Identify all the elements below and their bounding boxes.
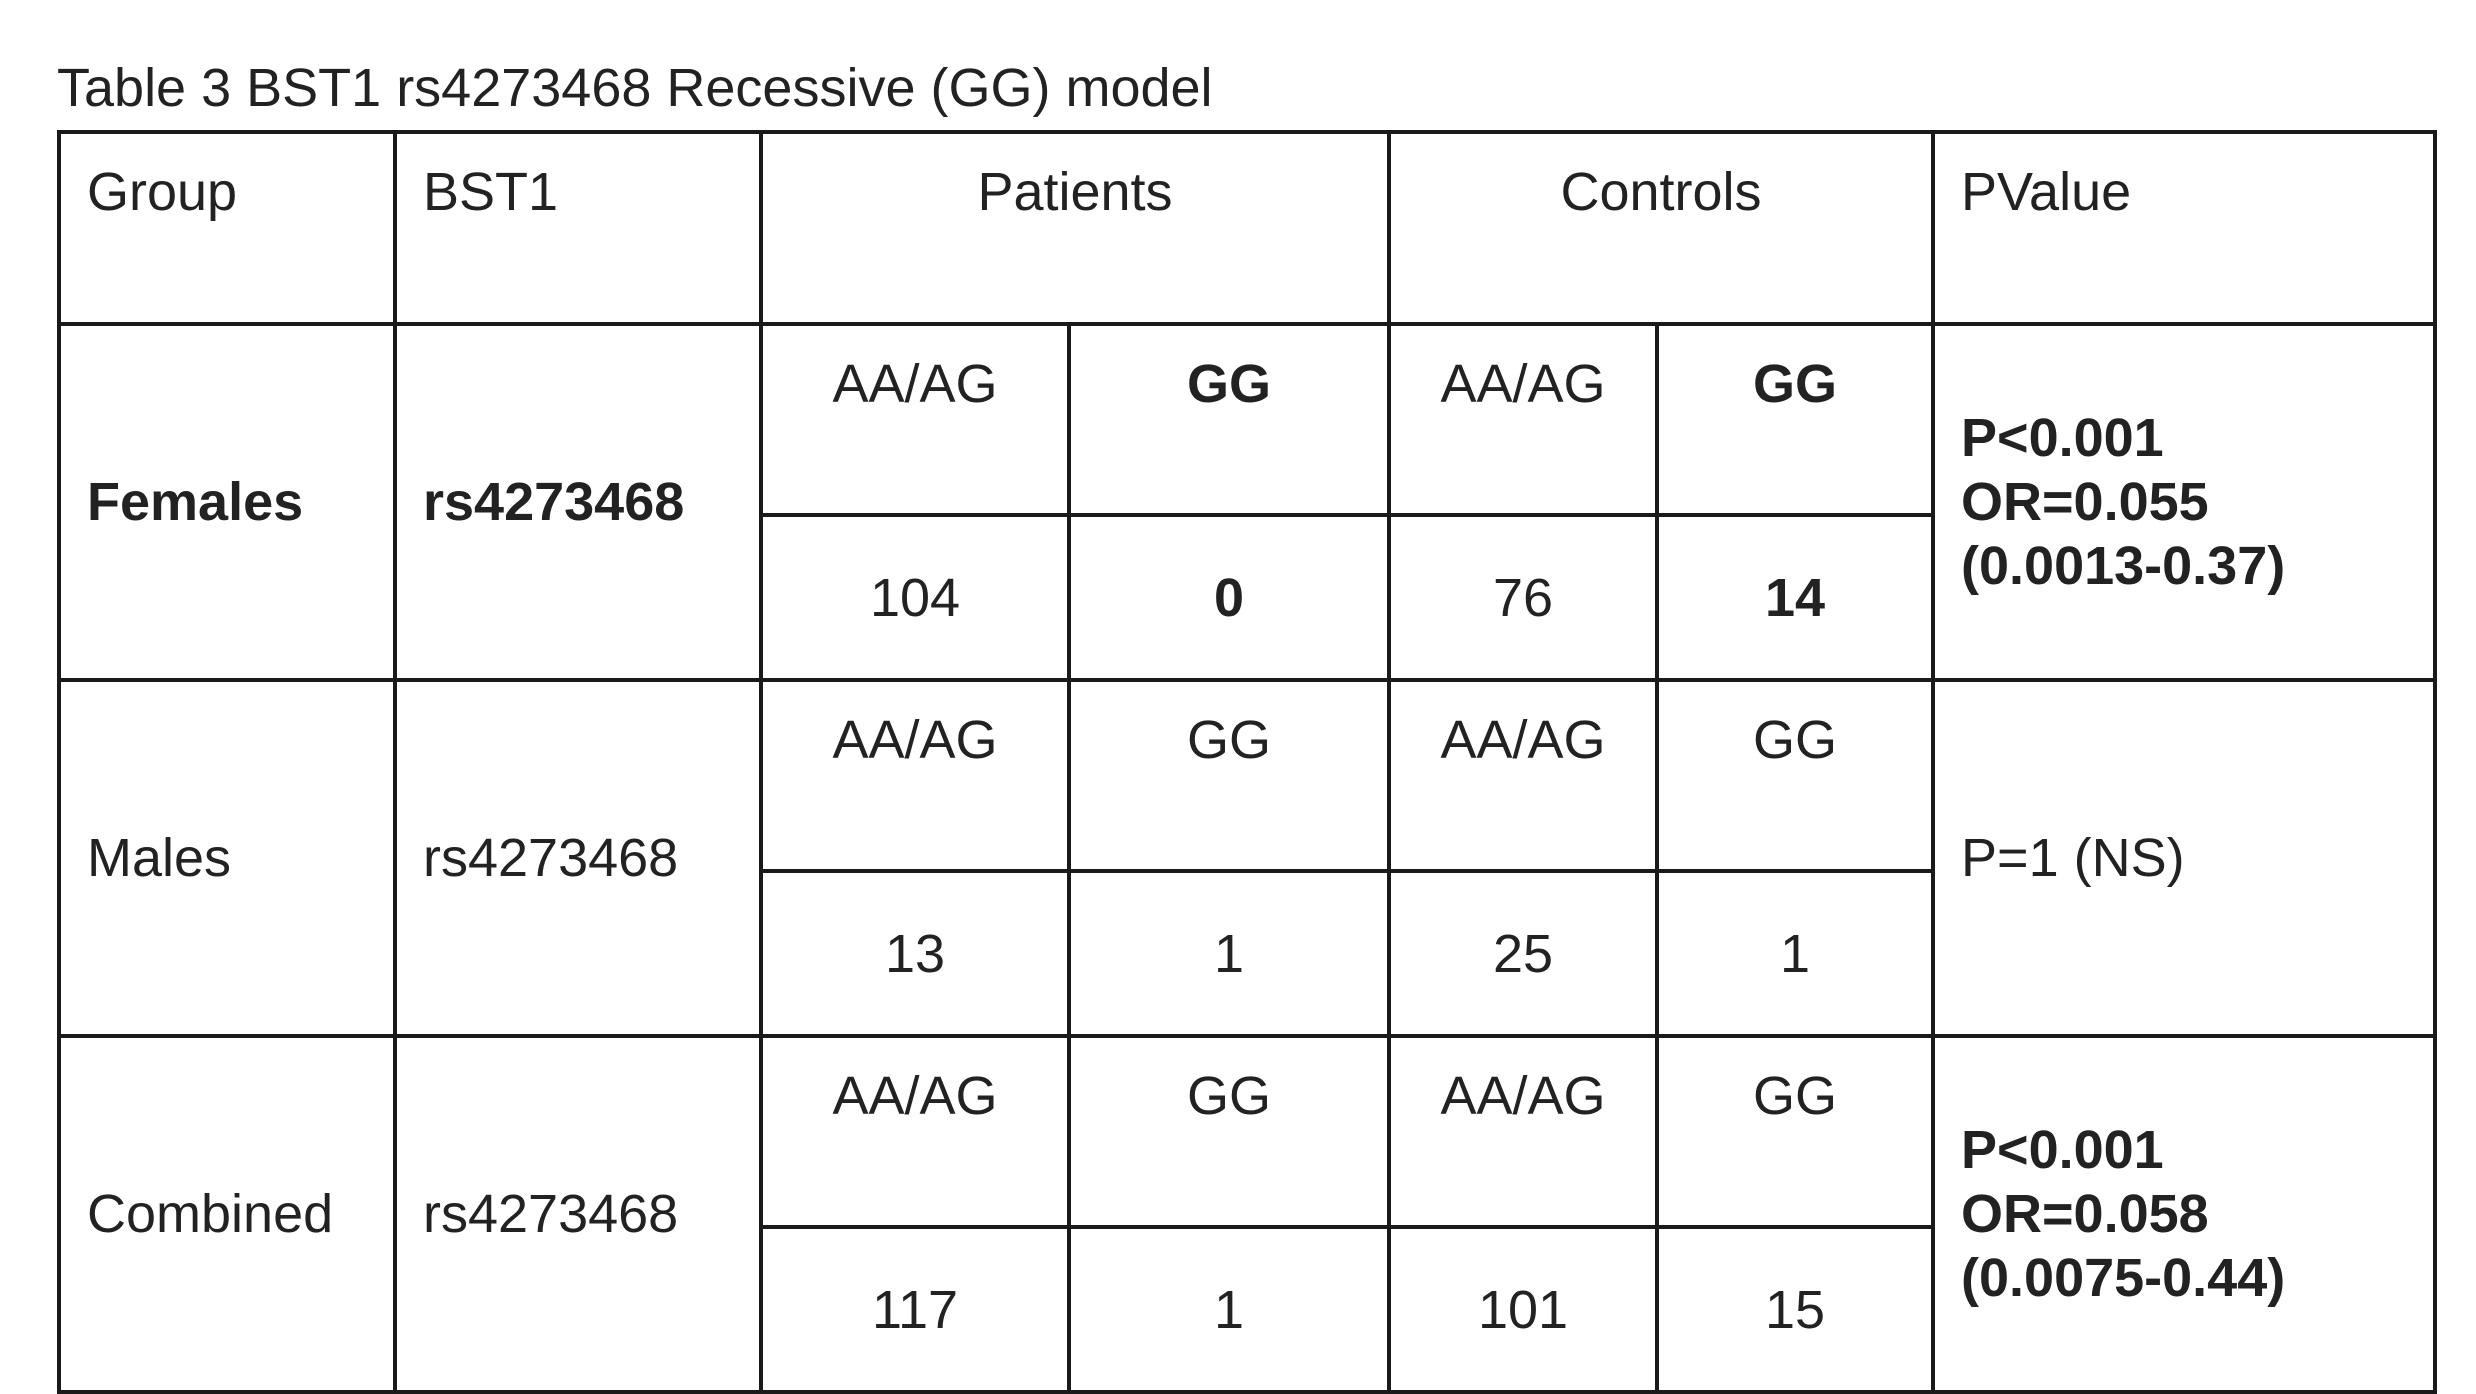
controls-gg-count: 1	[1654, 869, 1936, 1038]
group-cell: Males	[57, 678, 397, 1038]
pvalue-cell: P=1 (NS)	[1931, 678, 2438, 1038]
header-controls: Controls	[1386, 130, 1936, 326]
header-patients: Patients	[759, 130, 1391, 326]
patients-aa-ag-label: AA/AG	[759, 1034, 1071, 1229]
controls-gg-label: GG	[1654, 678, 1936, 873]
snp-cell: rs4273468	[393, 1034, 763, 1394]
controls-aa-ag-label: AA/AG	[1387, 1034, 1659, 1229]
pvalue-line: (0.0075-0.44)	[1961, 1248, 2286, 1308]
patients-aa-ag-count: 13	[759, 869, 1071, 1038]
pvalue-cell: P<0.001 OR=0.055 (0.0013-0.37)	[1931, 322, 2438, 682]
header-group: Group	[57, 130, 397, 326]
patients-gg-label: GG	[1067, 1034, 1391, 1229]
patients-gg-label: GG	[1067, 678, 1391, 873]
patients-aa-ag-count: 104	[759, 513, 1071, 682]
controls-gg-label: GG	[1654, 1034, 1936, 1229]
pvalue-line: (0.0013-0.37)	[1961, 536, 2286, 596]
table-row: 104 0 76 14	[59, 513, 2435, 682]
controls-gg-label: GG	[1654, 322, 1936, 517]
table-caption: Table 3 BST1 rs4273468 Recessive (GG) mo…	[57, 58, 1213, 118]
controls-aa-ag-count: 101	[1387, 1225, 1659, 1394]
results-table: Group BST1 Patients Controls PValue Fema…	[57, 130, 2438, 1394]
pvalue-line: P<0.001	[1961, 1120, 2164, 1180]
pvalue-line: P=1 (NS)	[1961, 828, 2185, 888]
table-row: Combined rs4273468 AA/AG GG AA/AG GG P<0.001 OR…	[57, 1034, 2438, 1394]
snp-cell: rs4273468	[393, 678, 763, 1038]
controls-gg-count: 15	[1654, 1225, 1936, 1394]
controls-aa-ag-label: AA/AG	[1387, 678, 1659, 873]
patients-gg-count: 1	[1067, 869, 1391, 1038]
controls-gg-count: 14	[1654, 513, 1936, 682]
patients-gg-count: 1	[1067, 1225, 1391, 1394]
header-row: Group BST1 Patients Controls PValue	[57, 130, 2438, 326]
patients-gg-label: GG	[1067, 322, 1391, 517]
pvalue-line: OR=0.058	[1961, 1184, 2209, 1244]
group-cell: Females	[57, 322, 397, 682]
patients-aa-ag-label: AA/AG	[759, 678, 1071, 873]
pvalue-cell: P<0.001 OR=0.058 (0.0075-0.44)	[1931, 1034, 2438, 1394]
group-cell: Combined	[57, 1034, 397, 1394]
pvalue-line: OR=0.055	[1961, 472, 2209, 532]
table-row: Males rs4273468 AA/AG GG AA/AG GG P=1 (NS)	[57, 678, 2438, 1038]
controls-aa-ag-count: 76	[1387, 513, 1659, 682]
pvalue-line: P<0.001	[1961, 408, 2164, 468]
header-pvalue: PValue	[1931, 130, 2438, 326]
controls-aa-ag-label: AA/AG	[1387, 322, 1659, 517]
patients-aa-ag-label: AA/AG	[759, 322, 1071, 517]
header-bst1: BST1	[393, 130, 763, 326]
table-row: Females rs4273468 AA/AG GG AA/AG GG P<0.001 OR=…	[57, 322, 2438, 682]
snp-cell: rs4273468	[393, 322, 763, 682]
patients-gg-count: 0	[1067, 513, 1391, 682]
patients-aa-ag-count: 117	[759, 1225, 1071, 1394]
controls-aa-ag-count: 25	[1387, 869, 1659, 1038]
table-row: 13 1 25 1	[59, 869, 2435, 1038]
